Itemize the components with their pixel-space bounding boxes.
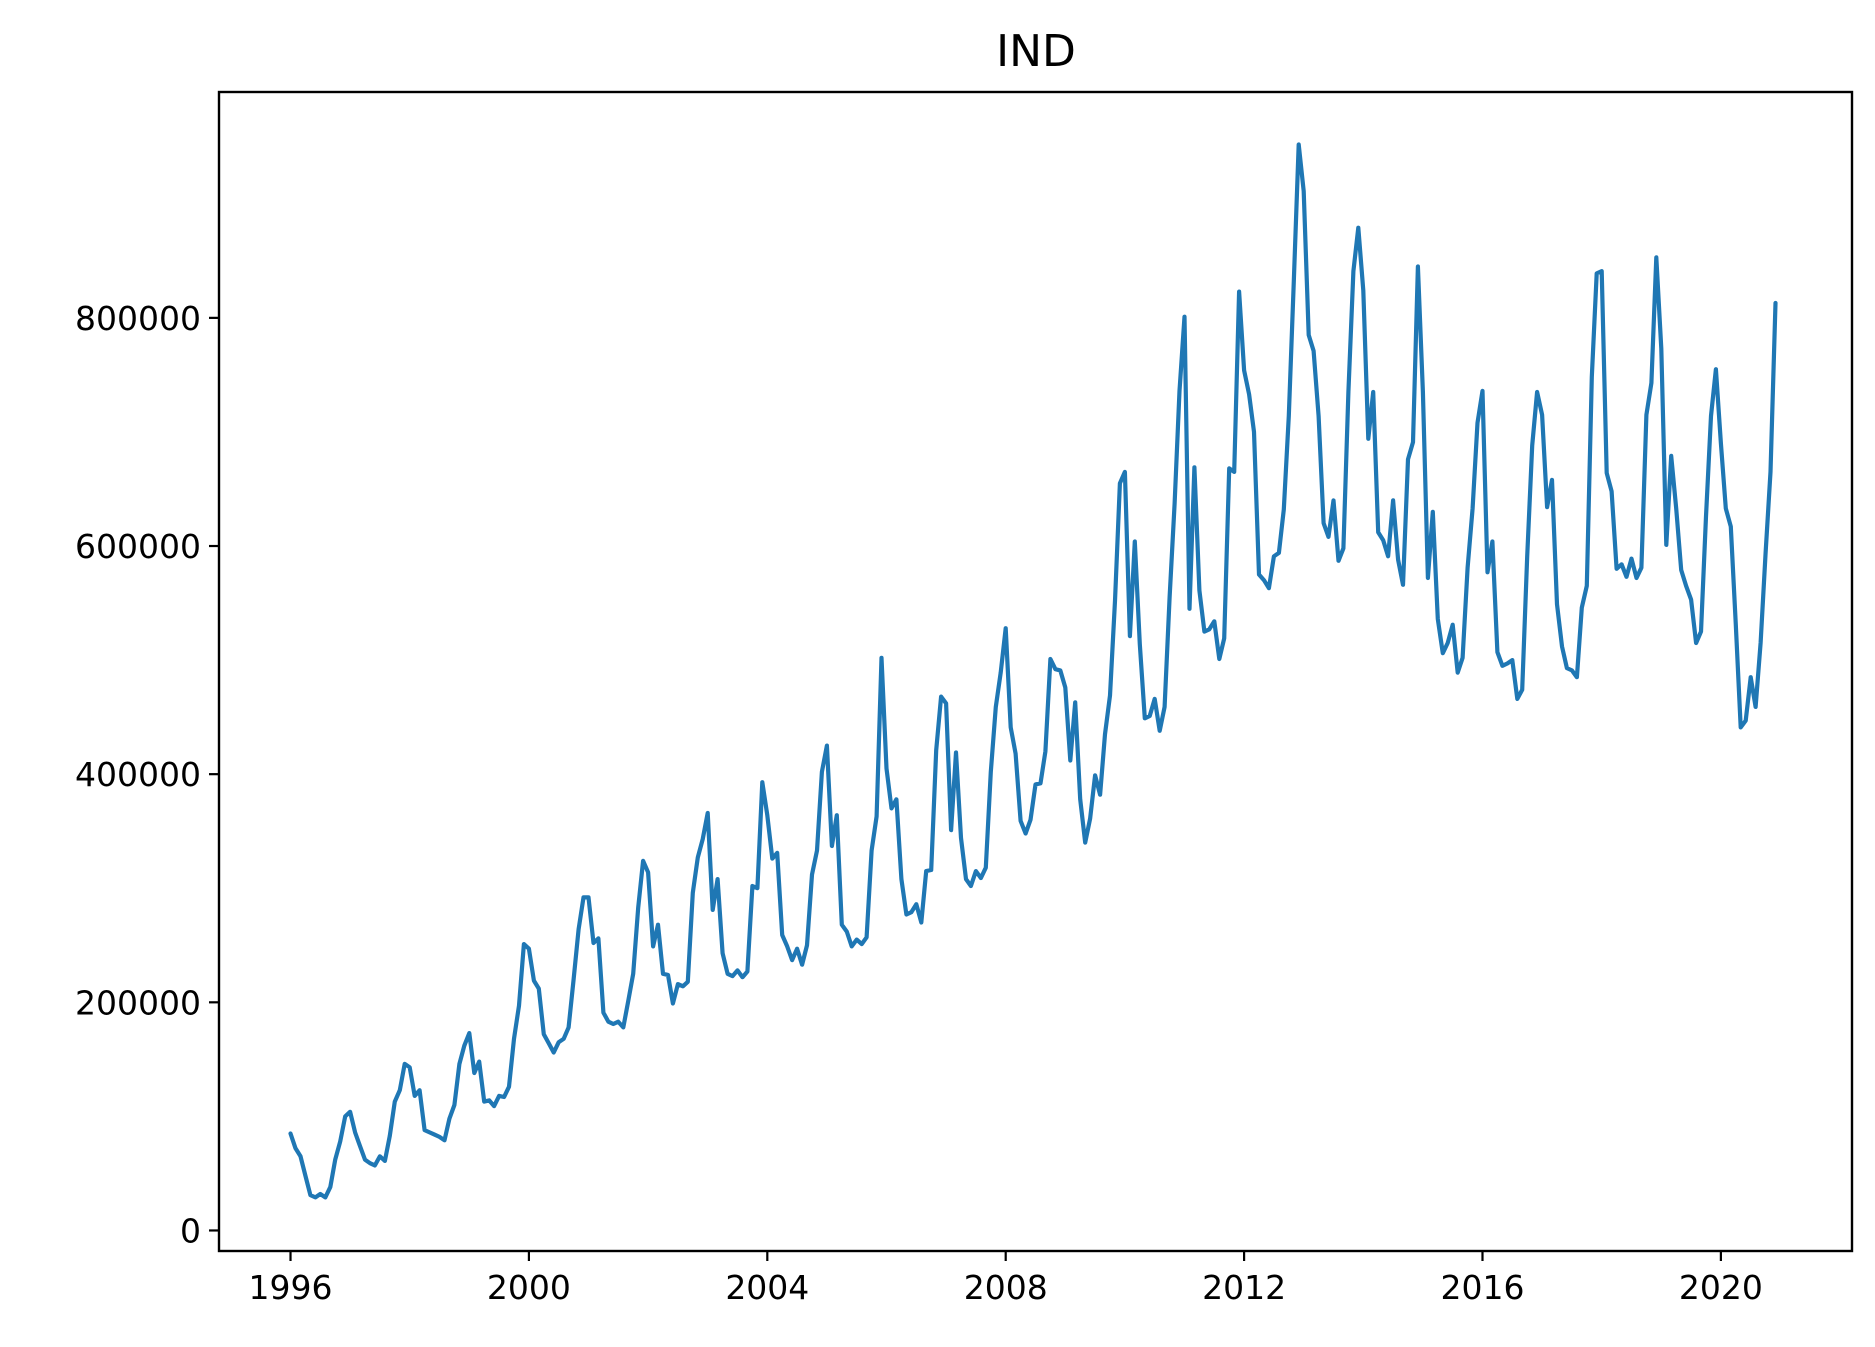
plot-frame (217, 90, 1854, 1253)
x-axis: 1996 2000 2004 2008 2012 2016 2020 (249, 1251, 1763, 1307)
chart-title: IND (996, 26, 1076, 77)
x-tick-label: 2020 (1679, 1268, 1763, 1307)
x-tick-label: 2016 (1440, 1268, 1524, 1307)
y-tick-label: 200000 (75, 983, 201, 1022)
x-tick-label: 2004 (725, 1268, 809, 1307)
x-tick-label: 2012 (1202, 1268, 1286, 1307)
x-tick-label: 2000 (487, 1268, 571, 1307)
x-tick-label: 1996 (249, 1268, 333, 1307)
y-tick-label: 600000 (75, 527, 201, 566)
y-tick-label: 400000 (75, 755, 201, 794)
y-tick-label: 800000 (75, 299, 201, 338)
y-axis: 0 200000 400000 600000 800000 (75, 299, 219, 1250)
series-line (288, 142, 1778, 1200)
x-tick-label: 2008 (964, 1268, 1048, 1307)
y-tick-label: 0 (180, 1211, 201, 1250)
